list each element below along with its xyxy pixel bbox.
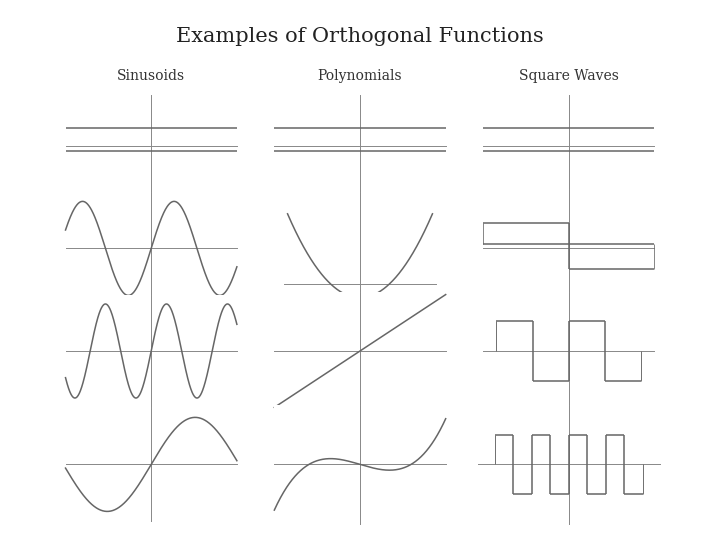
Text: Sinusoids: Sinusoids <box>117 69 185 83</box>
Text: Examples of Orthogonal Functions: Examples of Orthogonal Functions <box>176 27 544 46</box>
Text: Polynomials: Polynomials <box>318 69 402 83</box>
Text: Square Waves: Square Waves <box>519 69 618 83</box>
